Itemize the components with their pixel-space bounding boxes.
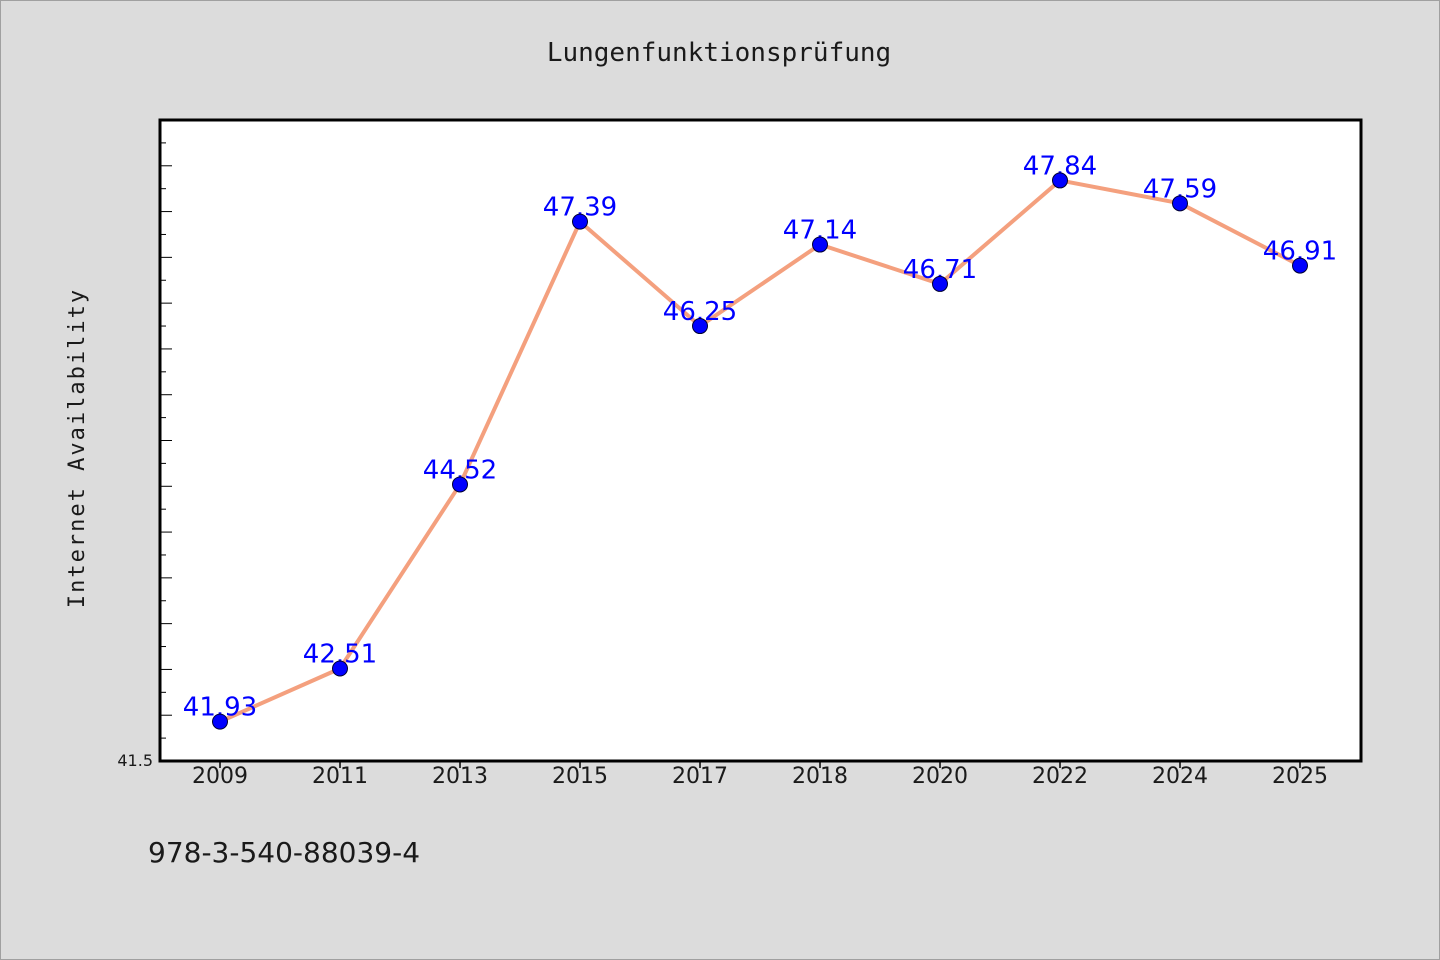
x-axis-tick-labels: 2009 2011 2013 2015 2017 2018 2020 2022 2024 2025	[192, 764, 1328, 789]
x-tick-label: 2025	[1272, 764, 1328, 789]
data-point	[932, 275, 948, 292]
x-tick-label: 2011	[312, 764, 368, 789]
x-tick-label: 2018	[792, 764, 848, 789]
x-tick-label: 2015	[552, 764, 608, 789]
plot-area	[160, 120, 1361, 761]
x-tick-label: 2017	[672, 764, 728, 789]
y-tick-label: 41.5	[117, 751, 153, 770]
x-tick-label: 2020	[912, 764, 968, 789]
x-tick-label: 2022	[1032, 764, 1088, 789]
x-tick-label: 2009	[192, 764, 248, 789]
data-point	[572, 213, 588, 230]
plot-border	[158, 118, 1363, 763]
chart-title: Lungenfunktionsprüfung	[547, 38, 891, 68]
data-point	[212, 713, 228, 730]
x-tick-label: 2013	[432, 764, 488, 789]
x-tick-label: 2024	[1152, 764, 1208, 789]
series-line	[218, 178, 1302, 724]
data-point	[812, 236, 828, 253]
data-point	[332, 660, 348, 677]
data-point	[692, 318, 708, 335]
data-point	[1052, 172, 1068, 189]
y-axis-label: Internet Availability	[65, 288, 90, 608]
isbn-text: 978-3-540-88039-4	[148, 836, 420, 869]
data-point	[452, 476, 468, 493]
data-point	[1172, 195, 1188, 212]
data-point	[1292, 257, 1308, 274]
series-group: 41.9342.5144.5247.3946.2547.1446.7147.84…	[183, 151, 1337, 730]
